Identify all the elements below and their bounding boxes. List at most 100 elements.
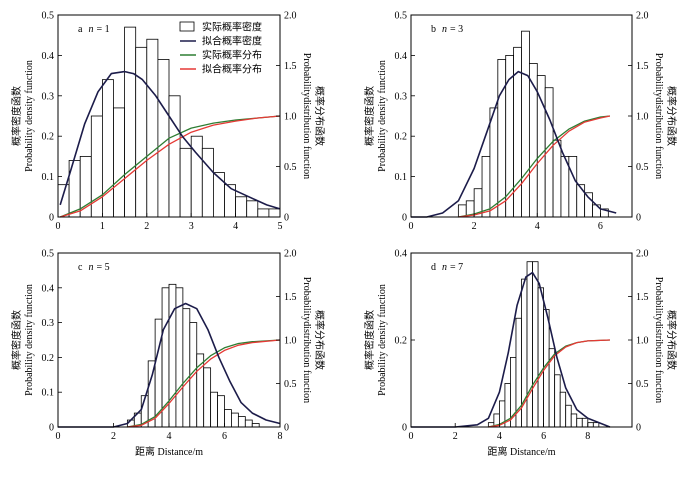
histogram-bar	[175, 287, 184, 428]
histogram-bar	[526, 261, 533, 428]
y2-axis-title-cn: 概率分布函数	[313, 86, 326, 146]
y-tick-label: 0	[49, 423, 54, 434]
y-axis-title-en: Probability density function	[24, 60, 35, 172]
y-tick-label: 0.1	[395, 172, 408, 183]
histogram-bar	[217, 395, 225, 428]
y2-tick-label: 1.5	[284, 292, 297, 303]
histogram-bar	[182, 308, 191, 428]
legend-item-actual-pdf: 实际概率密度	[202, 21, 262, 34]
y2-axis-title-cn: 概率分布函数	[665, 310, 678, 370]
histogram-bar	[113, 107, 125, 218]
histogram-bar	[57, 184, 70, 218]
histogram-bar	[231, 412, 239, 428]
y2-tick-label: 1.0	[284, 112, 297, 123]
panel-label: c n = 5	[78, 262, 110, 273]
x-tick-label: 5	[278, 221, 283, 232]
y2-tick-label: 1.5	[284, 61, 297, 72]
panel-letter: c	[78, 262, 83, 273]
fit-pdf-line	[411, 271, 611, 428]
x-tick-label: 2	[472, 221, 477, 232]
y-tick-label: 0	[49, 213, 54, 224]
y-tick-label: 0.5	[42, 249, 55, 260]
y-axis-title-cn: 概率密度函数	[363, 86, 376, 146]
y-tick-label: 0	[402, 213, 407, 224]
y-tick-label: 0.4	[395, 51, 408, 62]
x-tick-label: 0	[409, 431, 414, 442]
y-tick-label: 0.4	[42, 283, 55, 294]
histogram-bar	[146, 38, 159, 218]
y-tick-label: 0.3	[42, 318, 55, 329]
y-axis-title-en: Probability density function	[377, 284, 388, 396]
legend-item-fit-cdf: 拟合概率分布	[202, 63, 262, 76]
y-axis-title-cn: 概率密度函数	[10, 86, 23, 146]
y2-tick-label: 2.0	[636, 11, 649, 22]
n-value: = 5	[96, 262, 109, 273]
panel-letter: d	[431, 262, 436, 273]
legend-swatch	[179, 21, 195, 32]
y2-axis-title-en: Probabilitydistribution function	[653, 53, 664, 179]
panel-letter: b	[431, 24, 436, 35]
histogram-bar	[552, 139, 562, 218]
actual-cdf-line	[458, 115, 610, 218]
histogram-bar	[521, 30, 530, 218]
histogram-bar	[257, 208, 270, 218]
actual-cdf-line	[59, 115, 281, 218]
y2-axis-title-en: Probabilitydistribution function	[653, 277, 664, 403]
y-tick-label: 0.1	[42, 172, 55, 183]
y2-tick-label: 0	[284, 423, 289, 434]
histogram-bar	[559, 391, 567, 428]
y2-tick-label: 0.5	[284, 162, 297, 173]
histogram-bar	[584, 192, 593, 218]
y2-tick-label: 0	[284, 213, 289, 224]
actual-cdf-line	[127, 339, 281, 428]
y2-tick-label: 1.0	[636, 112, 649, 123]
y-tick-label: 0	[402, 423, 407, 434]
x-tick-label: 1	[100, 221, 105, 232]
histogram-bar	[481, 155, 491, 218]
histogram-bar	[587, 422, 594, 428]
y2-tick-label: 0.5	[636, 162, 649, 173]
y-tick-label: 0.2	[42, 132, 55, 143]
x-tick-label: 4	[233, 221, 238, 232]
fit-cdf-line	[458, 115, 611, 218]
fit-cdf-line	[488, 339, 610, 428]
histogram-bar	[235, 196, 248, 218]
fit-pdf-line	[59, 70, 281, 210]
x-tick-label: 3	[189, 221, 194, 232]
legend-item-actual-cdf: 实际概率分布	[202, 49, 262, 62]
chart-panel-b: 0 2 4 6 0 0.1 0.2 0.3 0.4 0.5 0 0.5 1.0 1.5 2.0 b n = 3 概率…	[363, 11, 678, 233]
y-tick-label: 0.2	[395, 132, 408, 143]
histogram-bar	[576, 184, 586, 218]
x-axis-title: 距离 Distance/m	[135, 445, 203, 458]
panel-letter: a	[78, 24, 83, 35]
histogram-bar	[161, 287, 170, 428]
x-tick-label: 6	[598, 221, 603, 232]
y-tick-label: 0.1	[42, 388, 55, 399]
histogram-bar	[251, 423, 260, 428]
x-tick-label: 4	[167, 431, 172, 442]
n-label: n	[88, 262, 93, 273]
x-tick-label: 0	[56, 221, 61, 232]
panel-label: b n = 3	[431, 24, 463, 35]
y2-tick-label: 1.5	[636, 292, 649, 303]
histogram-bar	[489, 107, 499, 218]
histogram-bar	[497, 59, 507, 218]
histogram-bar	[537, 287, 545, 428]
x-tick-label: 2	[111, 431, 116, 442]
y2-tick-label: 0	[636, 213, 641, 224]
histogram-bar	[135, 46, 148, 218]
histogram-bar	[565, 404, 572, 428]
y2-tick-label: 2.0	[284, 11, 297, 22]
chart-panel-a: 0 1 2 3 4 500.10.20.30.40.500.51.01.52.0a n = 1…	[10, 11, 326, 233]
y-tick-label: 0.5	[395, 11, 408, 22]
n-label: n	[88, 24, 93, 35]
histogram-bar	[244, 419, 253, 428]
panel-label: d n = 7	[431, 262, 463, 273]
y2-tick-label: 0.5	[284, 379, 297, 390]
histogram-bar	[237, 416, 246, 428]
y2-axis-title-cn: 概率分布函数	[313, 310, 326, 370]
y2-tick-label: 0.5	[636, 379, 649, 390]
y-tick-label: 0.3	[42, 91, 55, 102]
